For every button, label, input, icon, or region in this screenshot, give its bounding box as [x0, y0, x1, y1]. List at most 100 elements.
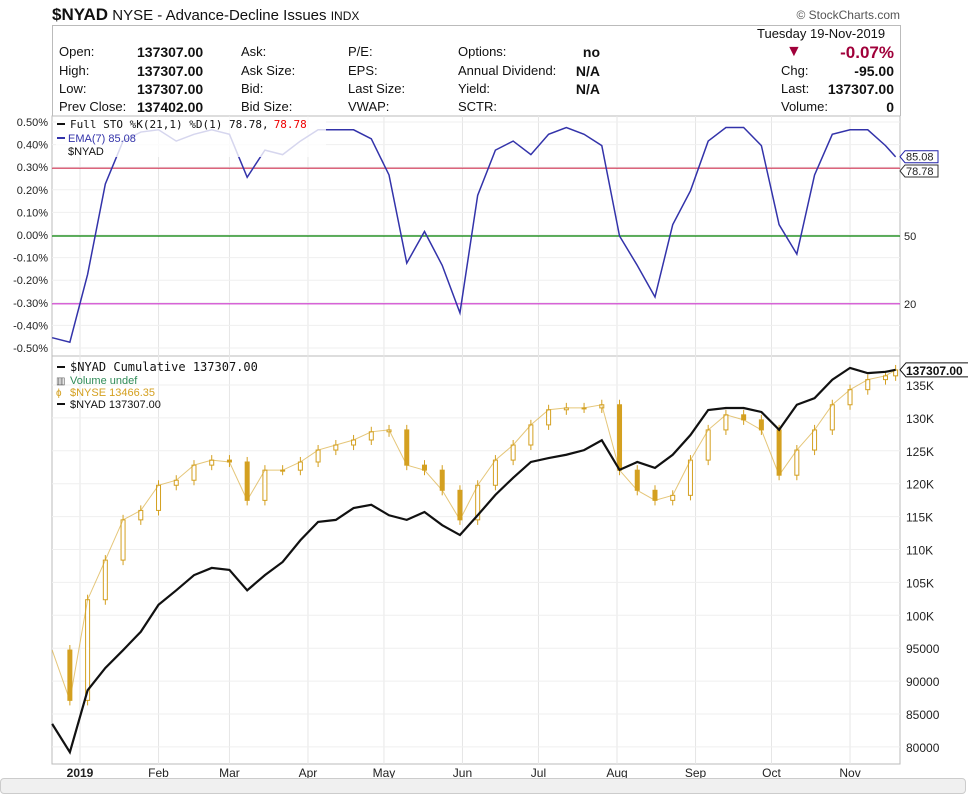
x-tick-label: 2019 [67, 766, 94, 780]
legend-nyse: $NYSE 13466.35 [70, 387, 155, 399]
nyse-candle [652, 489, 658, 501]
last-value-label: 137307.00 [906, 364, 963, 378]
field-label: EPS: [348, 63, 378, 78]
y-tick-label: 130K [906, 412, 934, 426]
legend-sto-value: 78.78 [274, 118, 307, 131]
plot-area [51, 115, 901, 765]
y-tick-label: 0.10% [17, 207, 48, 219]
field-label: Low: [59, 81, 87, 96]
x-tick-label: Mar [219, 766, 240, 780]
field-value: 137307.00 [137, 81, 204, 97]
field-label: Last Size: [348, 81, 406, 96]
candlestick-icon: ɸ [56, 388, 62, 399]
legend-main: $NYAD Cumulative 137307.00 [70, 360, 258, 374]
x-tick-label: Jun [453, 766, 472, 780]
field-label: P/E: [348, 44, 373, 59]
nyse-candle [297, 461, 303, 471]
legend-volume: Volume undef [70, 375, 138, 387]
nyse-candle [776, 429, 782, 476]
nyse-candle [244, 461, 250, 501]
y-tick-label: -0.20% [13, 275, 48, 287]
right-tick-label: 50 [904, 231, 916, 243]
field-label: High: [59, 63, 90, 78]
legend-ema: EMA(7) 85.08 [68, 133, 136, 145]
y-tick-label: -0.30% [13, 298, 48, 310]
nyse-line [51, 369, 896, 703]
x-tick-label: Jul [531, 766, 546, 780]
x-tick-label: Sep [685, 766, 707, 780]
field-label: SCTR: [458, 99, 497, 114]
legend-sto: Full STO %K(21,1) %D(1) 78.78, [70, 118, 269, 131]
nyse-candle [120, 519, 126, 561]
nyad-cumulative-line [51, 366, 896, 755]
field-label: Bid Size: [241, 99, 293, 114]
nyse-candle [439, 469, 445, 491]
nyse-candle [812, 429, 818, 451]
y-tick-label: 110K [906, 544, 933, 558]
legend-bg [56, 117, 326, 157]
nyse-candle [315, 449, 321, 463]
nyse-candle [723, 414, 729, 431]
nyse-candle [368, 431, 374, 441]
y-tick-label: 0.40% [17, 140, 48, 152]
nyse-candle [156, 484, 162, 511]
nyse-candle [404, 429, 410, 466]
field-label: Annual Dividend: [458, 63, 557, 78]
chart-title: $NYAD NYSE - Advance-Decline Issues INDX [52, 5, 359, 25]
field-value: 137307.00 [827, 81, 894, 97]
nyse-candle [829, 404, 835, 431]
y-tick-label: 105K [906, 576, 934, 590]
field-label: Volume: [781, 99, 828, 114]
y-tick-label: 135K [906, 379, 934, 393]
y-tick-label: 125K [906, 445, 934, 459]
nyse-candle [457, 489, 463, 521]
field-label: Options: [458, 44, 507, 59]
field-value: 137307.00 [137, 44, 204, 60]
field-value: 137307.00 [137, 63, 204, 79]
x-tick-label: May [373, 766, 396, 780]
field-label: Chg: [781, 63, 809, 78]
y-tick-label: 80000 [906, 741, 940, 755]
nyse-candle [528, 424, 534, 446]
badge-label: 85.08 [906, 152, 934, 164]
field-label: Open: [59, 44, 95, 59]
legend-symbol: $NYAD [68, 146, 104, 158]
quote-date: Tuesday 19-Nov-2019 [757, 26, 886, 41]
x-tick-label: Nov [839, 766, 860, 780]
x-tick-label: Feb [148, 766, 169, 780]
triangle-down-icon: ▼ [786, 43, 802, 60]
field-label: Bid: [241, 81, 264, 96]
nyse-candle [687, 459, 693, 496]
nyse-candle [617, 404, 623, 471]
exchange: INDX [330, 9, 360, 23]
field-value: 0 [886, 99, 894, 115]
y-tick-label: 95000 [906, 642, 940, 656]
field-label: VWAP: [348, 99, 390, 114]
nyse-candle [865, 379, 871, 391]
y-tick-label: 0.00% [17, 230, 48, 242]
y-tick-label: 115K [906, 511, 933, 525]
field-value: N/A [575, 81, 600, 97]
x-tick-label: Apr [299, 766, 318, 780]
field-value: N/A [575, 63, 600, 79]
nyse-candle [138, 509, 144, 521]
field-value: no [582, 44, 600, 60]
field-value: 137402.00 [137, 99, 204, 115]
x-tick-label: Oct [762, 766, 781, 780]
right-tick-label: 20 [904, 299, 916, 311]
nyse-candle [794, 449, 800, 476]
symbol: $NYAD [52, 5, 109, 24]
nyse-candle [102, 559, 108, 601]
nyse-candle [546, 409, 552, 426]
y-tick-label: 85000 [906, 708, 940, 722]
symbol-name: NYSE - Advance-Decline Issues [112, 7, 327, 24]
copyright[interactable]: © StockCharts.com [796, 8, 900, 22]
value-badge [899, 150, 939, 164]
nyse-candle [85, 599, 91, 701]
nyse-candle [847, 389, 853, 406]
last-value-badge [899, 362, 968, 378]
value-badge [899, 164, 939, 178]
y-tick-label: 0.30% [17, 162, 48, 174]
y-tick-label: -0.10% [13, 253, 48, 265]
